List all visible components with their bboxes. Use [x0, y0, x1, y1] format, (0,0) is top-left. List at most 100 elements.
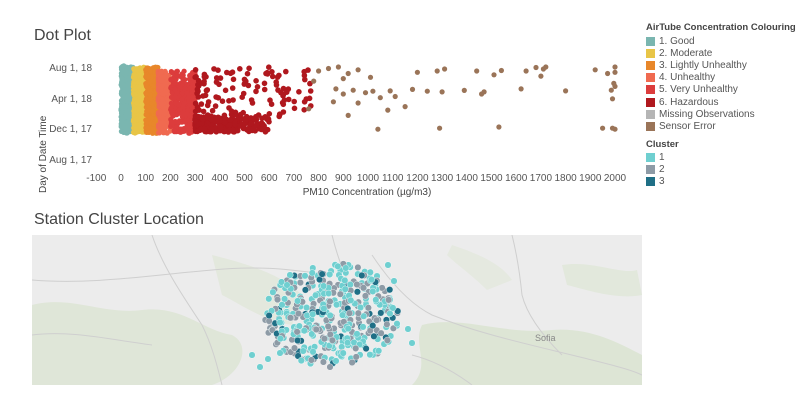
data-point[interactable] — [200, 93, 206, 99]
data-point[interactable] — [126, 94, 132, 101]
data-point[interactable] — [333, 86, 339, 92]
data-point[interactable] — [387, 88, 393, 94]
station-marker[interactable] — [293, 328, 301, 336]
data-point[interactable] — [311, 78, 317, 84]
data-point[interactable] — [217, 118, 223, 124]
station-marker[interactable] — [352, 353, 360, 361]
data-point[interactable] — [301, 72, 308, 79]
data-point[interactable] — [185, 108, 191, 114]
station-marker[interactable] — [336, 290, 344, 298]
station-marker[interactable] — [277, 278, 285, 286]
data-point[interactable] — [125, 122, 131, 128]
data-point[interactable] — [340, 76, 346, 82]
data-point[interactable] — [543, 64, 549, 70]
data-point[interactable] — [147, 68, 154, 74]
station-marker[interactable] — [353, 281, 361, 289]
data-point[interactable] — [194, 86, 201, 93]
data-point[interactable] — [174, 124, 180, 130]
station-marker[interactable] — [301, 286, 309, 294]
data-point[interactable] — [119, 79, 125, 86]
data-point[interactable] — [158, 86, 164, 92]
station-marker[interactable] — [300, 327, 308, 335]
data-point[interactable] — [209, 107, 216, 114]
station-marker[interactable] — [339, 311, 347, 319]
data-point[interactable] — [126, 70, 132, 76]
concentration-legend-item[interactable]: Missing Observations — [646, 108, 800, 120]
station-marker[interactable] — [346, 309, 354, 317]
data-point[interactable] — [213, 94, 219, 100]
station-marker[interactable] — [358, 271, 366, 279]
data-point[interactable] — [121, 63, 127, 69]
data-point[interactable] — [175, 101, 182, 108]
data-point[interactable] — [474, 68, 480, 74]
data-point[interactable] — [518, 86, 524, 92]
data-point[interactable] — [523, 68, 529, 74]
station-marker[interactable] — [319, 358, 327, 366]
data-point[interactable] — [188, 85, 194, 91]
data-point[interactable] — [196, 107, 202, 113]
data-point[interactable] — [350, 87, 356, 93]
station-marker[interactable] — [286, 271, 294, 279]
data-point[interactable] — [437, 125, 443, 131]
concentration-legend-item[interactable]: 1. Good — [646, 35, 800, 47]
station-marker[interactable] — [326, 297, 334, 305]
data-point[interactable] — [563, 88, 569, 94]
station-marker[interactable] — [281, 295, 289, 303]
data-point[interactable] — [156, 130, 162, 136]
data-point[interactable] — [162, 79, 168, 85]
data-point[interactable] — [162, 108, 168, 114]
concentration-legend-item[interactable]: 4. Unhealthy — [646, 72, 800, 84]
data-point[interactable] — [246, 65, 252, 72]
data-point[interactable] — [226, 105, 232, 111]
station-marker[interactable] — [318, 270, 326, 278]
station-marker[interactable] — [364, 304, 372, 312]
station-marker[interactable] — [375, 347, 383, 355]
concentration-legend-item[interactable]: 6. Hazardous — [646, 96, 800, 108]
data-point[interactable] — [157, 109, 163, 115]
station-marker[interactable] — [354, 263, 362, 271]
data-point[interactable] — [262, 126, 269, 132]
data-point[interactable] — [269, 69, 275, 75]
data-point[interactable] — [215, 67, 221, 73]
station-marker[interactable] — [291, 344, 299, 352]
station-marker[interactable] — [324, 322, 332, 330]
data-point[interactable] — [285, 96, 292, 103]
data-point[interactable] — [144, 99, 150, 105]
data-point[interactable] — [136, 79, 142, 85]
data-point[interactable] — [158, 69, 164, 75]
station-marker[interactable] — [326, 363, 334, 371]
data-point[interactable] — [200, 108, 207, 115]
data-point[interactable] — [131, 86, 137, 92]
concentration-legend-item[interactable]: 2. Moderate — [646, 47, 800, 59]
data-point[interactable] — [283, 68, 289, 75]
data-point[interactable] — [280, 101, 287, 108]
data-point[interactable] — [201, 125, 208, 132]
station-marker[interactable] — [312, 291, 320, 299]
data-point[interactable] — [307, 88, 314, 94]
data-point[interactable] — [132, 122, 138, 128]
data-point[interactable] — [385, 107, 391, 113]
data-point[interactable] — [264, 69, 271, 76]
data-point[interactable] — [192, 118, 199, 125]
data-point[interactable] — [213, 79, 220, 85]
data-point[interactable] — [182, 85, 188, 92]
data-point[interactable] — [123, 103, 129, 109]
data-point[interactable] — [291, 105, 298, 112]
station-marker[interactable] — [283, 281, 291, 289]
data-point[interactable] — [131, 72, 137, 78]
station-marker[interactable] — [353, 288, 361, 296]
data-point[interactable] — [168, 107, 174, 113]
station-marker[interactable] — [248, 351, 256, 359]
data-point[interactable] — [144, 125, 151, 131]
station-marker[interactable] — [390, 277, 398, 285]
data-point[interactable] — [186, 98, 192, 104]
data-point[interactable] — [592, 67, 598, 73]
data-point[interactable] — [291, 98, 298, 105]
data-point[interactable] — [122, 114, 128, 120]
station-marker[interactable] — [354, 309, 362, 317]
data-point[interactable] — [121, 68, 127, 74]
data-point[interactable] — [301, 107, 308, 113]
data-point[interactable] — [226, 122, 233, 129]
data-point[interactable] — [280, 91, 287, 98]
station-marker[interactable] — [320, 305, 328, 313]
